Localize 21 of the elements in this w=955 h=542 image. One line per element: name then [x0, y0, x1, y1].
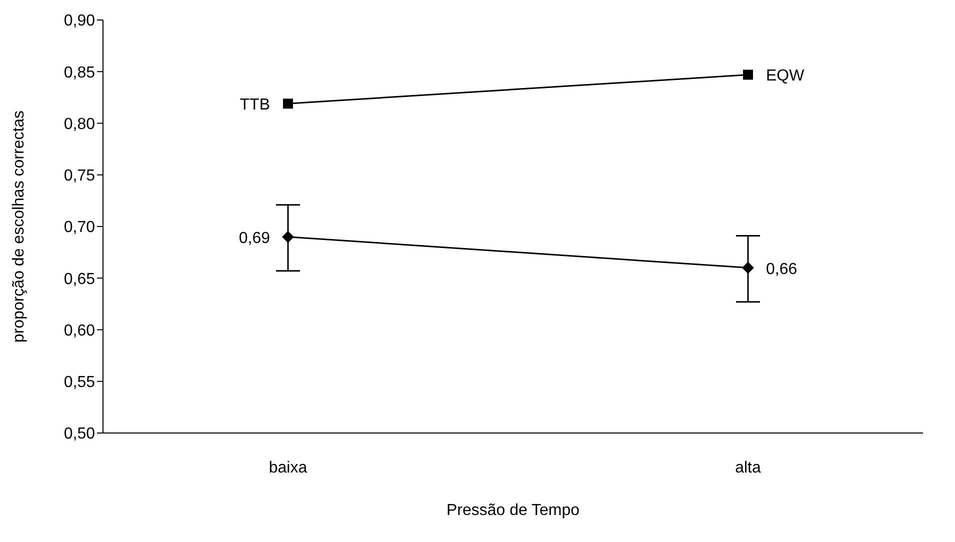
x-tick-label: alta [735, 459, 761, 476]
y-tick-label: 0,90 [64, 12, 96, 30]
y-tick-label: 0,85 [64, 64, 96, 82]
y-axis-title: proporção de escolhas correctas [10, 110, 28, 343]
point [743, 70, 753, 80]
y-tick-label: 0,50 [64, 426, 96, 443]
y-tick-label: 0,75 [64, 168, 96, 185]
data-label: 0,69 [238, 230, 270, 247]
annotation: EQW [766, 68, 806, 85]
point [282, 230, 294, 243]
y-tick-label: 0,55 [64, 374, 96, 392]
y-tick-label: 0,80 [64, 116, 96, 133]
y-tick-label: 0,65 [64, 270, 96, 288]
x-axis-title: Pressão de Tempo [446, 502, 580, 519]
x-tick-label: baixa [268, 459, 308, 476]
data-label: 0,66 [766, 260, 798, 278]
point [742, 262, 754, 274]
y-tick-label: 0,70 [64, 219, 96, 236]
annotation: TTB [240, 96, 270, 114]
point [283, 98, 293, 109]
y-tick-label: 0,60 [64, 322, 96, 340]
